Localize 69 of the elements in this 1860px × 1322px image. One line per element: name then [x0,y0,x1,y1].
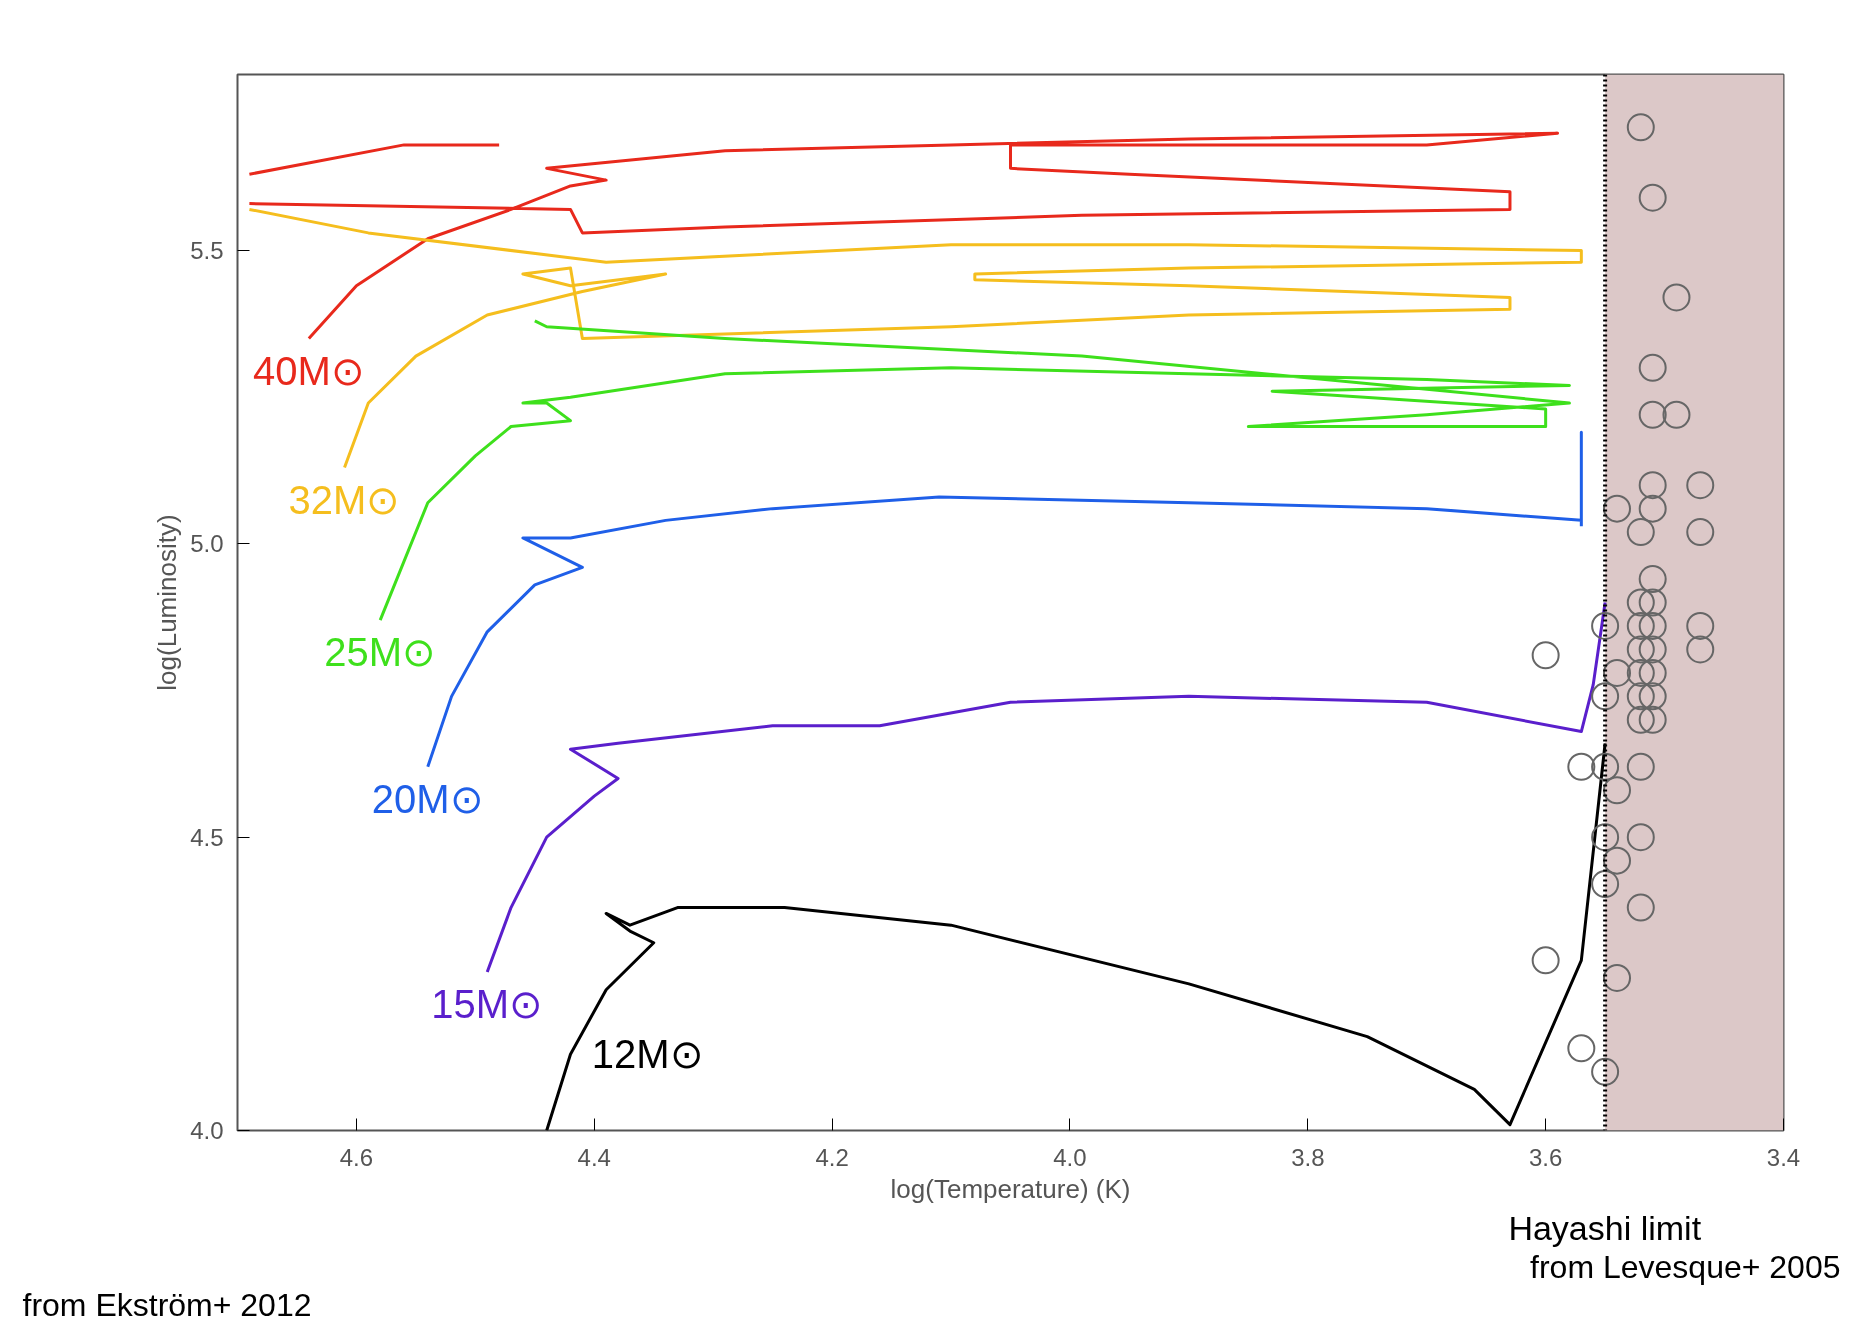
point [1626,113,1655,142]
point [1638,588,1667,617]
x-tick-label: 3.8 [1291,1143,1325,1171]
point [1626,588,1655,617]
point [1662,400,1691,429]
y-tick-label: 5.0 [190,530,224,558]
point [1603,963,1632,992]
point [1567,752,1596,781]
line-series [247,207,1583,470]
point [1638,565,1667,594]
point [1638,705,1667,734]
point [1591,611,1620,640]
point [1603,846,1632,875]
point [1626,658,1655,687]
point [1626,752,1655,781]
point [1626,823,1655,852]
x-tick-label: 3.6 [1528,1143,1563,1171]
point [1638,183,1667,212]
line-series [485,601,1607,974]
series-label: 25M⊙ [324,630,437,675]
x-tick-label: 4.2 [815,1143,849,1171]
point [1591,752,1620,781]
point [1662,283,1691,312]
point [1686,471,1715,500]
y-tick-label: 4.5 [190,823,224,851]
text: from Ekström+ 2012 [22,1286,312,1322]
point [1638,682,1667,711]
y-axis-title: log(Luminosity) [152,514,183,691]
text: from Levesque+ 2005 [1530,1248,1841,1285]
x-tick-label: 3.4 [1766,1143,1801,1171]
point [1531,641,1560,670]
line-series [247,131,1560,340]
y-tick-label: 4.0 [190,1117,224,1144]
point [1603,776,1632,805]
point [1591,870,1620,899]
point [1531,946,1560,975]
point [1567,1034,1596,1063]
point [1638,494,1667,523]
x-tick-label: 4.4 [577,1143,611,1171]
point [1638,611,1667,640]
point [1686,611,1715,640]
point [1638,635,1667,664]
x-tick-label: 4.0 [1053,1143,1087,1171]
point [1603,658,1632,687]
point [1626,635,1655,664]
point [1626,705,1655,734]
point [1591,682,1620,711]
point [1638,353,1667,382]
point [1626,682,1655,711]
x-tick-label: 4.6 [339,1143,374,1171]
point [1603,494,1632,523]
series-label: 40M⊙ [252,348,365,393]
point [1638,471,1667,500]
series-label: 15M⊙ [431,982,544,1027]
series-label: 12M⊙ [591,1031,704,1076]
x-axis-title: log(Temperature) (K) [890,1173,1131,1204]
ref-line-label: Hayashi limit [1508,1208,1702,1247]
point [1638,658,1667,687]
point [1626,611,1655,640]
point [1626,518,1655,547]
point [1686,635,1715,664]
point [1638,400,1667,429]
point [1686,518,1715,547]
point [1591,823,1620,852]
y-tick-label: 5.5 [190,237,224,264]
point [1591,1057,1620,1086]
series-label: 32M⊙ [288,477,401,522]
point [1626,893,1655,922]
series-label: 20M⊙ [371,776,484,821]
